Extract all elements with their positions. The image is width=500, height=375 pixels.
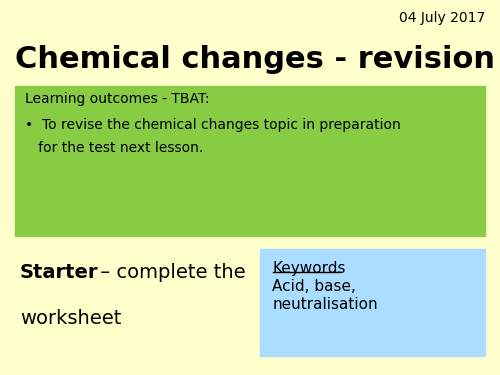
- Text: Starter: Starter: [20, 262, 98, 282]
- Text: 04 July 2017: 04 July 2017: [399, 11, 485, 25]
- Text: – complete the: – complete the: [94, 262, 246, 282]
- Text: Learning outcomes - TBAT:: Learning outcomes - TBAT:: [25, 92, 210, 106]
- FancyBboxPatch shape: [260, 249, 485, 356]
- FancyBboxPatch shape: [15, 86, 485, 236]
- Text: Chemical changes - revision: Chemical changes - revision: [15, 45, 495, 74]
- Text: worksheet: worksheet: [20, 309, 122, 328]
- Text: Acid, base,
neutralisation: Acid, base, neutralisation: [272, 279, 378, 312]
- Text: Keywords: Keywords: [272, 261, 346, 276]
- Text: for the test next lesson.: for the test next lesson.: [25, 141, 203, 154]
- Text: •  To revise the chemical changes topic in preparation: • To revise the chemical changes topic i…: [25, 118, 401, 132]
